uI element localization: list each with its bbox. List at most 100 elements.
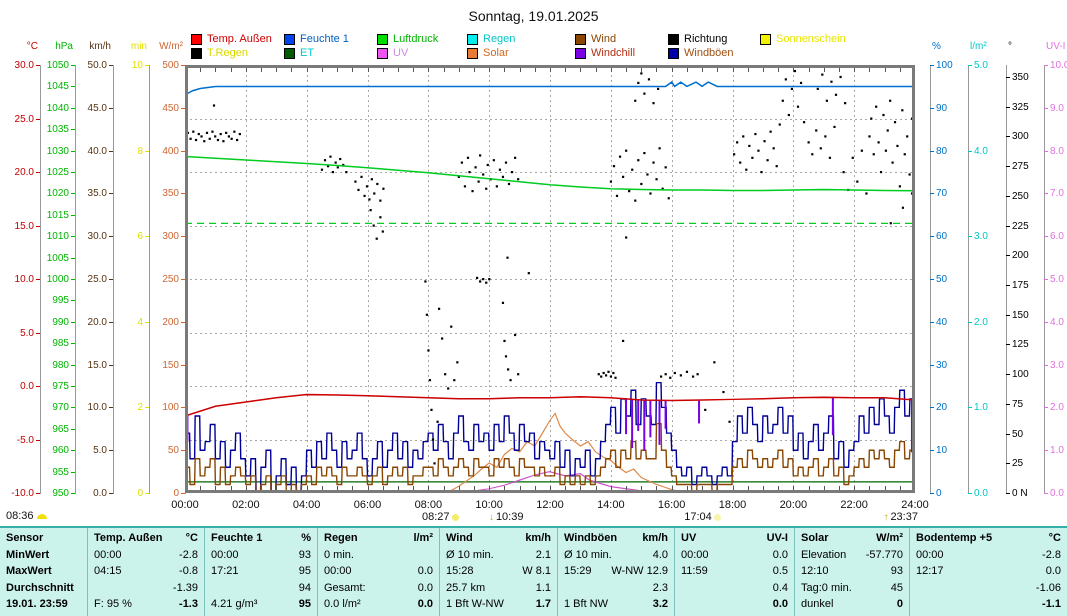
- table-cell-value: -1.06: [1036, 582, 1061, 594]
- table-cell-value: 0.0: [418, 565, 433, 577]
- legend-item-temp-au-en: Temp. Außen: [191, 33, 272, 45]
- axis-line-km/h: [113, 65, 114, 494]
- axis-tick: [109, 450, 113, 451]
- statistics-table: SensorMinWertMaxWertDurchschnitt19.01. 2…: [0, 526, 1067, 616]
- table-cell-value: -1.1: [1042, 598, 1061, 610]
- table-column-unit: %: [301, 532, 311, 544]
- axis-tick-label: 0: [936, 489, 942, 499]
- table-column-name: Regen: [324, 532, 358, 544]
- table-column-header: Feuchte 1%: [211, 530, 311, 547]
- axis-tick: [968, 151, 972, 152]
- table-cell-label: Tag:0 min.: [801, 582, 852, 594]
- axis-tick-label: 10.0: [1050, 61, 1067, 71]
- astro-marker-0827: 08:27: [422, 511, 459, 523]
- axis-tick: [968, 236, 972, 237]
- axis-tick: [1044, 322, 1048, 323]
- axis-tick-label: 300: [1012, 132, 1029, 142]
- axis-tick-label: 150: [1012, 311, 1029, 321]
- axis-tick-label: 15.0: [0, 222, 34, 232]
- table-column-name: Temp. Außen: [94, 532, 162, 544]
- legend-color-swatch: [467, 34, 478, 45]
- table-cell-value: 93: [299, 549, 311, 561]
- x-axis-label: 10:00: [464, 499, 514, 511]
- table-row: 00:000.0: [681, 547, 788, 564]
- axis-tick-label: 1045: [31, 82, 69, 92]
- axis-tick: [71, 300, 75, 301]
- axis-tick: [1044, 365, 1048, 366]
- legend-color-swatch: [191, 48, 202, 59]
- legend-color-swatch: [377, 48, 388, 59]
- table-cell-label: Elevation: [801, 549, 846, 561]
- axis-tick-label: 0: [105, 489, 143, 499]
- astro-marker-time: 10:39: [496, 511, 524, 523]
- table-cell-label: Ø 10 min.: [564, 549, 612, 561]
- axis-tick-label: 8: [105, 147, 143, 157]
- axis-tick-label: 10: [105, 61, 143, 71]
- table-cell-value: -2.8: [179, 549, 198, 561]
- table-cell-label: 00:00: [211, 549, 239, 561]
- axis-tick-label: 4: [105, 318, 143, 328]
- axis-tick: [71, 86, 75, 87]
- legend-label: Temp. Außen: [207, 33, 272, 45]
- legend-label: Wind: [591, 33, 616, 45]
- axis-tick: [71, 172, 75, 173]
- axis-tick: [930, 493, 934, 494]
- table-cell-value: -57.770: [866, 549, 903, 561]
- axis-tick-label: 3.0: [1050, 361, 1064, 371]
- axis-tick-label: 5.0: [0, 329, 34, 339]
- axis-unit-l/m²: l/m²: [970, 42, 1012, 52]
- axis-tick-label: 1005: [31, 254, 69, 264]
- axis-tick: [109, 365, 113, 366]
- axis-tick: [930, 365, 934, 366]
- axis-tick-label: 300: [141, 232, 179, 242]
- axis-tick-label: 75: [1012, 400, 1023, 410]
- axis-tick-label: 35.0: [69, 189, 107, 199]
- legend-color-swatch: [377, 34, 388, 45]
- table-cell-value: 0.5: [773, 565, 788, 577]
- axis-tick-label: 2.0: [1050, 403, 1064, 413]
- axis-tick-label: 1015: [31, 211, 69, 221]
- table-column-name: Feuchte 1: [211, 532, 262, 544]
- table-cell-label: 00:00: [324, 565, 352, 577]
- moonset-arrow-icon: ↓: [489, 512, 494, 523]
- axis-tick-label: 1050: [31, 61, 69, 71]
- axis-tick-label: 400: [141, 147, 179, 157]
- table-cell-value: 0: [897, 598, 903, 610]
- astro-marker-time: 23:37: [890, 511, 918, 523]
- axis-tick-label: 985: [31, 339, 69, 349]
- table-column-temp-au-en: Temp. Außen°C00:00-2.804:15-0.8-1.39F: 9…: [88, 528, 205, 616]
- axis-tick-label: 40: [936, 318, 947, 328]
- legend-color-swatch: [191, 34, 202, 45]
- axis-tick-label: 70: [936, 189, 947, 199]
- table-cell-label: 1 Bft NW: [564, 598, 608, 610]
- table-row: 25.7 km1.1: [446, 580, 551, 597]
- axis-tick: [1006, 344, 1010, 345]
- sunset-icon: [714, 514, 721, 521]
- table-cell-value: 0.0: [1046, 565, 1061, 577]
- axis-tick-label: 225: [1012, 222, 1029, 232]
- legend-color-swatch: [760, 34, 771, 45]
- table-cell-value: 93: [891, 565, 903, 577]
- axis-tick: [36, 333, 40, 334]
- table-row: 12:170.0: [916, 563, 1061, 580]
- table-row: Tag:0 min.45: [801, 580, 903, 597]
- axis-tick-label: 500: [141, 61, 179, 71]
- axis-tick: [71, 386, 75, 387]
- axis-tick: [71, 258, 75, 259]
- axis-tick-label: 10: [936, 446, 947, 456]
- axis-tick-label: 950: [31, 489, 69, 499]
- sunrise-icon: [37, 514, 47, 519]
- axis-tick-label: 5.0: [1050, 275, 1064, 285]
- table-column-header: Temp. Außen°C: [94, 530, 198, 547]
- axis-tick-label: 0: [141, 489, 179, 499]
- table-column-windb-en: Windböenkm/hØ 10 min.4.015:29W-NW 12.92.…: [558, 528, 675, 616]
- axis-tick-label: 60: [936, 232, 947, 242]
- axis-tick-label: 1035: [31, 125, 69, 135]
- axis-tick: [109, 108, 113, 109]
- axis-tick: [1044, 279, 1048, 280]
- legend-color-swatch: [284, 34, 295, 45]
- legend-label: T.Regen: [207, 47, 248, 59]
- legend-item-luftdruck: Luftdruck: [377, 33, 438, 45]
- table-cell-label: 15:28: [446, 565, 474, 577]
- legend-label: Regen: [483, 33, 515, 45]
